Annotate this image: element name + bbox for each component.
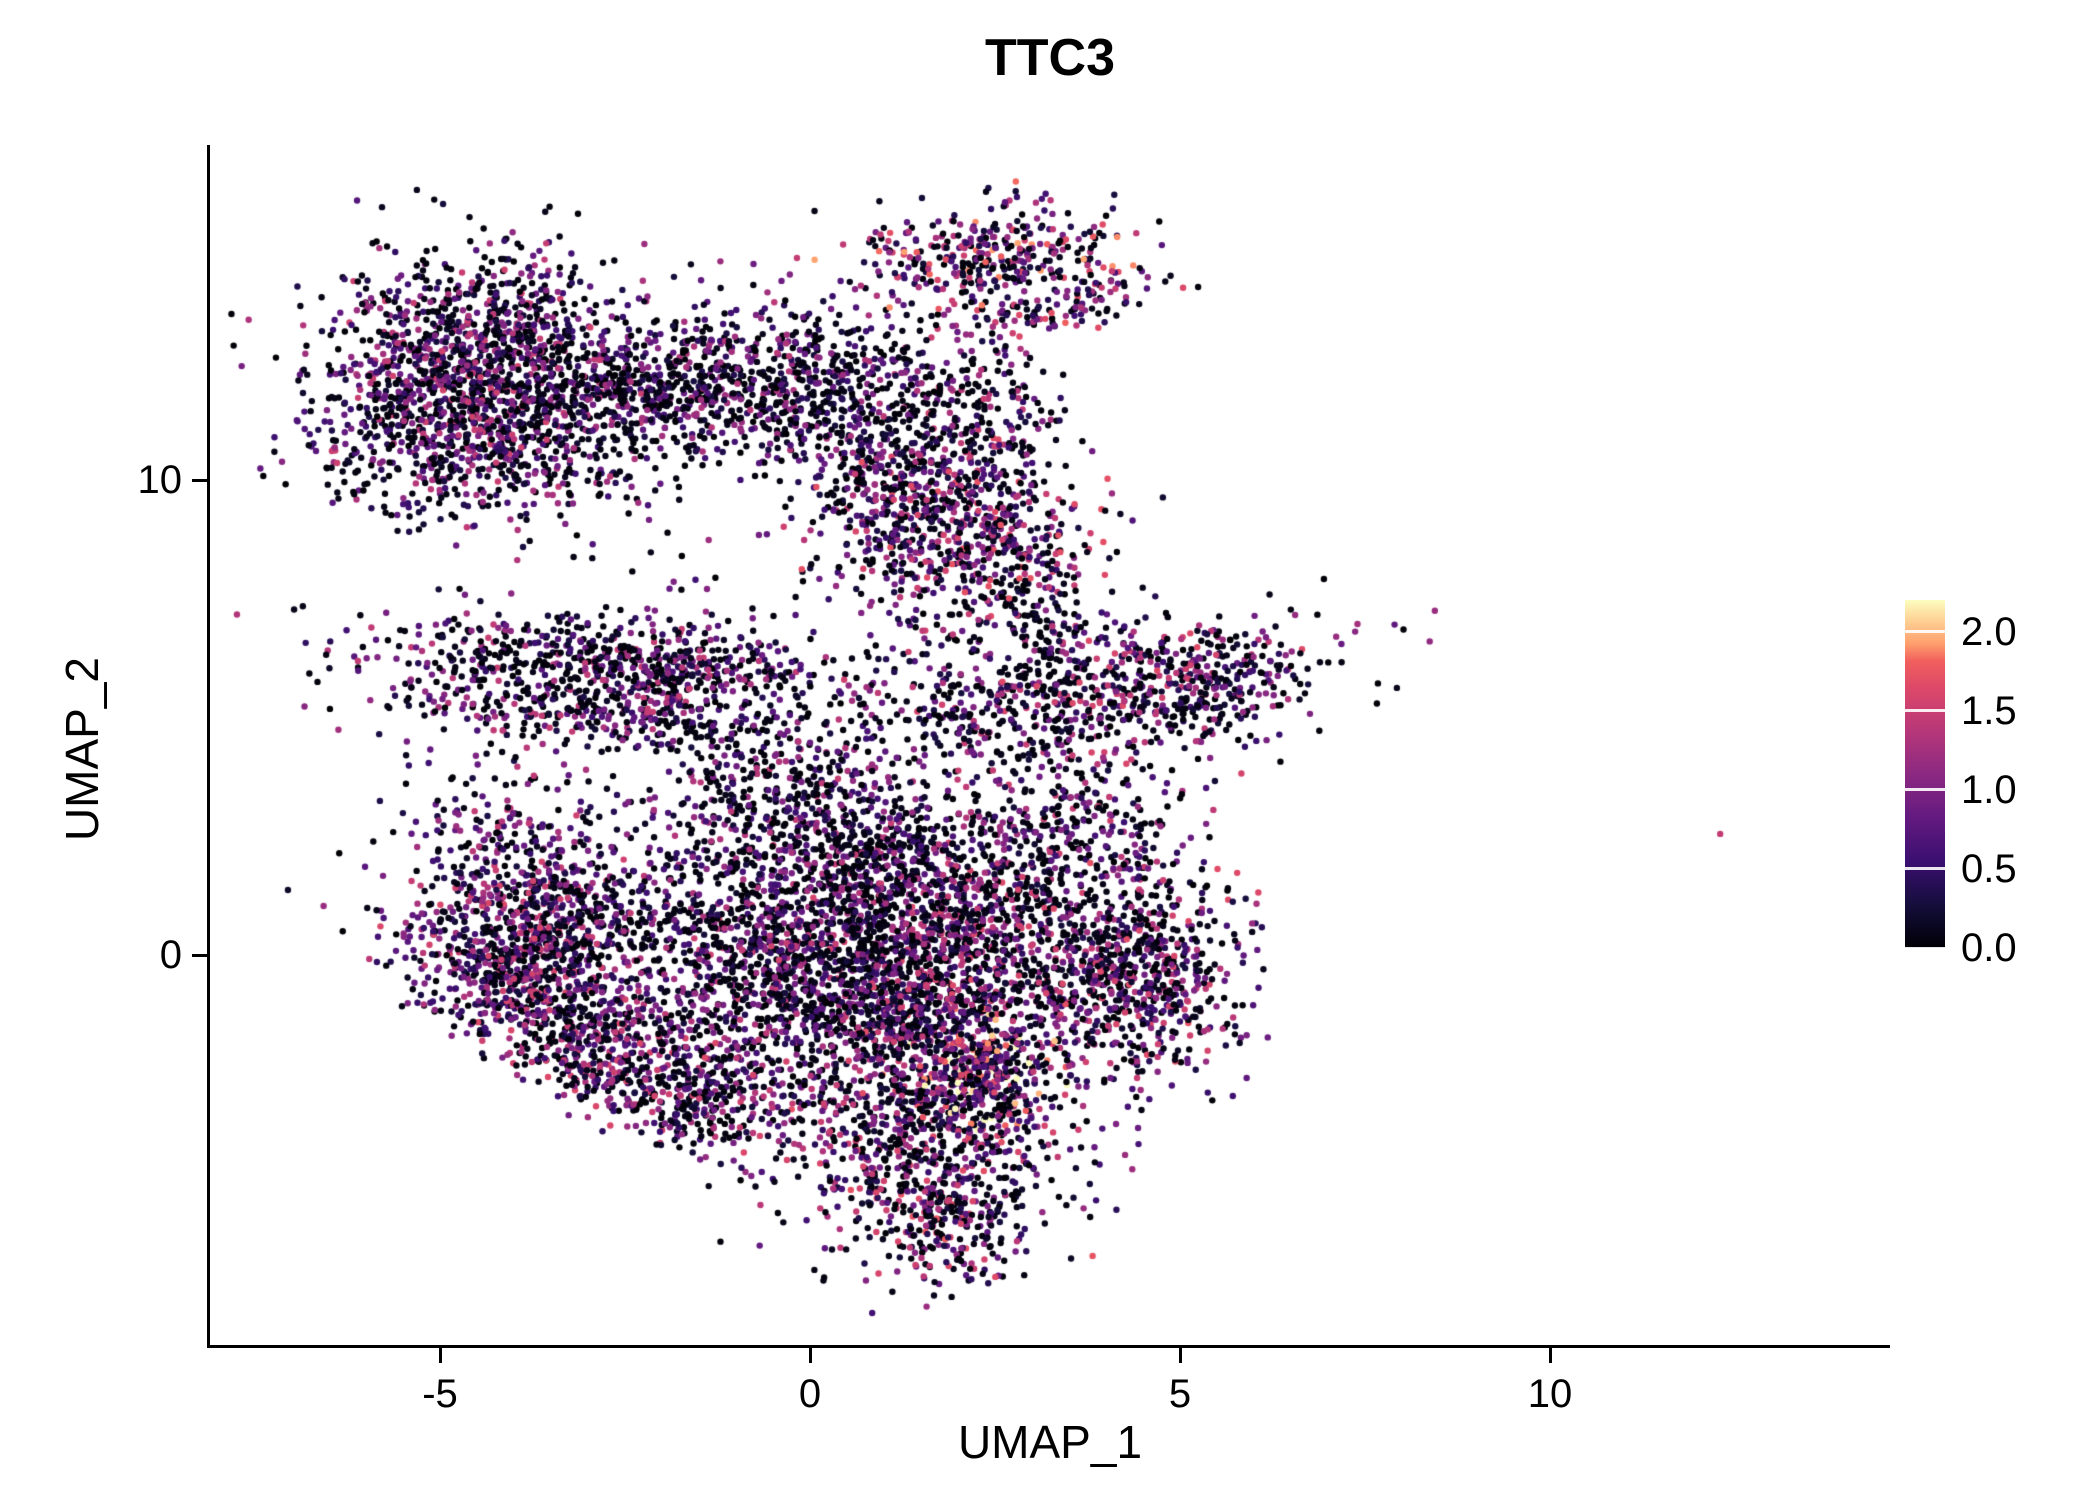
x-tick-label: 10 (1527, 1372, 1573, 1416)
colorbar-tick-label: 2.0 (1961, 609, 2017, 654)
x-tick-mark (438, 1348, 442, 1363)
y-tick-label: 0 (159, 933, 182, 977)
y-tick-mark (192, 953, 207, 957)
y-tick-mark (192, 478, 207, 482)
y-axis-line (207, 145, 210, 1348)
y-tick-label: 10 (137, 458, 183, 502)
x-tick-mark (1548, 1348, 1552, 1363)
colorbar-gradient (1905, 600, 1945, 950)
scatter-points-canvas (210, 145, 1890, 1345)
x-axis-label: UMAP_1 (957, 1416, 1143, 1468)
colorbar-tick-line (1905, 709, 1945, 713)
colorbar-tick-label: 1.0 (1961, 767, 2017, 812)
x-tick-mark (808, 1348, 812, 1363)
x-axis-line (207, 1345, 1890, 1348)
colorbar-tick-label: 1.5 (1961, 688, 2017, 733)
x-tick-label: -5 (422, 1372, 458, 1416)
plot-title: TTC3 (985, 29, 1115, 87)
x-tick-label: 5 (1168, 1372, 1192, 1416)
colorbar-tick-line (1905, 946, 1945, 950)
y-axis-label: UMAP_2 (56, 656, 108, 842)
colorbar-tick-label: 0.5 (1961, 846, 2017, 891)
colorbar-tick-line (1905, 630, 1945, 634)
x-tick-mark (1178, 1348, 1182, 1363)
colorbar-tick-label: 0.0 (1961, 926, 2017, 970)
colorbar-tick-line (1905, 867, 1945, 871)
colorbar-tick-line (1905, 788, 1945, 792)
x-tick-label: 0 (798, 1372, 822, 1416)
